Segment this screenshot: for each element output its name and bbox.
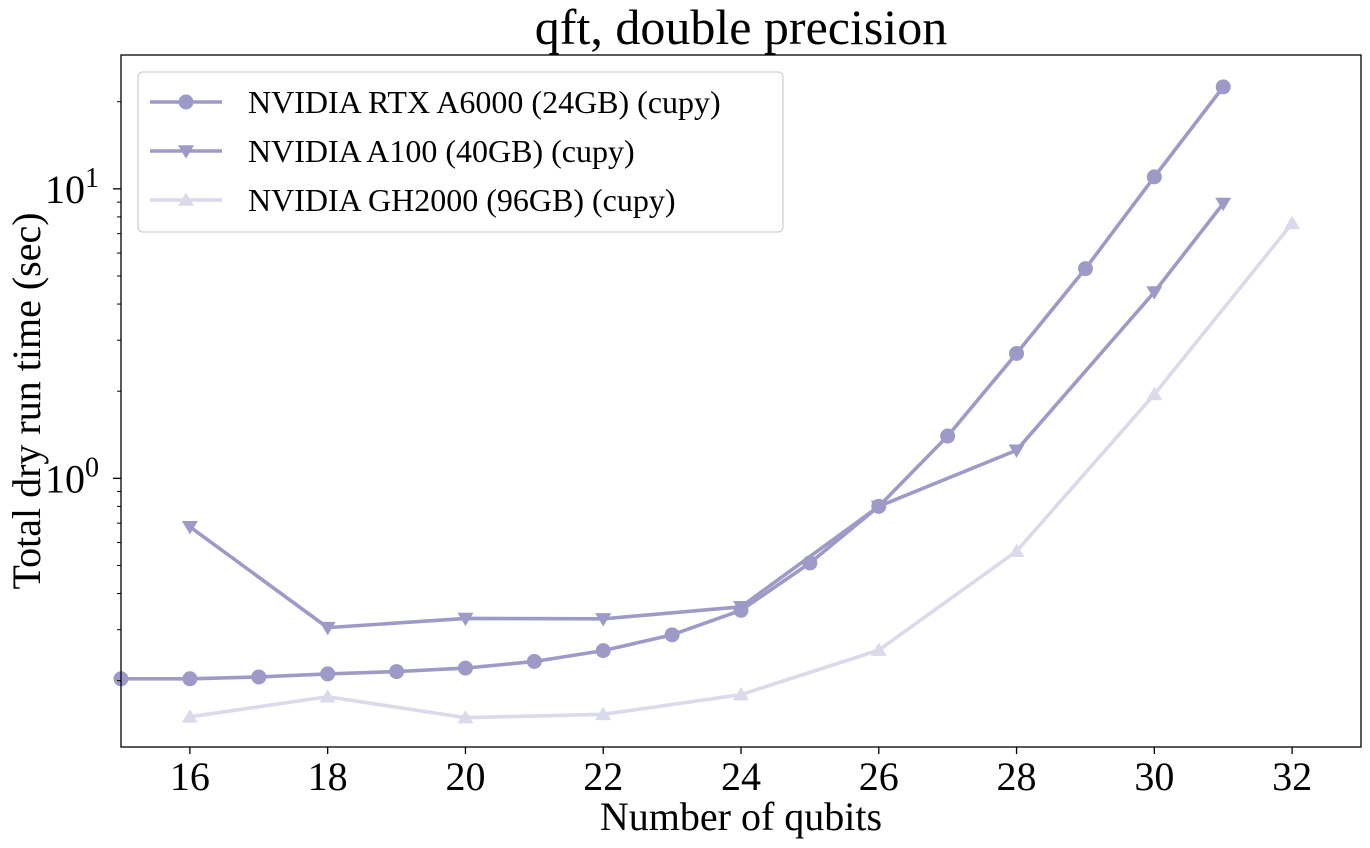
x-tick-label: 20 <box>445 754 485 799</box>
data-point <box>1215 197 1232 212</box>
data-point <box>871 498 887 514</box>
x-tick-label: 16 <box>170 754 210 799</box>
x-tick-label: 18 <box>308 754 348 799</box>
data-point <box>181 521 198 535</box>
data-point <box>1146 386 1163 401</box>
series-3 <box>181 215 1301 724</box>
series-markers-3 <box>181 215 1301 724</box>
x-tick-label: 22 <box>583 754 623 799</box>
series-1 <box>113 79 1231 687</box>
y-axis: 100 101 <box>45 101 121 682</box>
data-point <box>1146 286 1163 300</box>
legend-label: NVIDIA GH2000 (96GB) (cupy) <box>248 182 675 218</box>
data-point <box>1008 543 1025 557</box>
y-tick-label: 100 <box>45 452 99 501</box>
data-point <box>595 643 611 659</box>
legend: NVIDIA RTX A6000 (24GB) (cupy) NVIDIA A10… <box>137 71 784 233</box>
data-point <box>733 602 749 618</box>
x-tick-label: 32 <box>1272 754 1312 799</box>
plot-area <box>113 79 1301 724</box>
data-point <box>320 666 336 682</box>
x-axis: 16 18 20 22 24 26 28 30 32 <box>170 747 1312 799</box>
data-point <box>526 653 542 669</box>
data-point <box>181 709 198 723</box>
data-point <box>595 706 612 721</box>
x-axis-label: Number of qubits <box>600 794 882 839</box>
x-tick-label: 26 <box>859 754 899 799</box>
data-point <box>457 612 474 627</box>
legend-item-2: NVIDIA A100 (40GB) (cupy) <box>150 133 635 169</box>
data-point <box>1077 261 1093 277</box>
data-point <box>595 613 612 627</box>
data-point <box>1215 79 1231 95</box>
y-axis-label: Total dry run time (sec) <box>4 212 49 589</box>
data-point <box>389 664 405 680</box>
legend-marker <box>178 145 194 159</box>
legend-marker <box>178 94 194 110</box>
x-tick-label: 30 <box>1134 754 1174 799</box>
data-point <box>1008 444 1025 458</box>
y-tick-label: 101 <box>45 163 99 212</box>
legend-label: NVIDIA RTX A6000 (24GB) (cupy) <box>248 84 721 120</box>
data-point <box>1284 215 1301 230</box>
data-point <box>664 627 680 643</box>
data-point <box>457 710 474 724</box>
x-tick-label: 24 <box>721 754 761 799</box>
x-tick-label: 28 <box>997 754 1037 799</box>
legend-label: NVIDIA A100 (40GB) (cupy) <box>248 133 635 169</box>
data-point <box>319 621 336 636</box>
legend-item-3: NVIDIA GH2000 (96GB) (cupy) <box>150 182 675 218</box>
legend-box <box>137 71 784 233</box>
data-point <box>940 428 956 444</box>
data-point <box>1009 345 1025 361</box>
data-point <box>319 689 336 703</box>
data-point <box>802 555 818 571</box>
legend-marker <box>178 192 194 206</box>
data-point <box>457 660 473 676</box>
legend-item-1: NVIDIA RTX A6000 (24GB) (cupy) <box>150 84 721 120</box>
data-point <box>733 687 749 701</box>
data-point <box>1146 169 1162 185</box>
series-markers-1 <box>113 79 1231 687</box>
data-point <box>251 669 267 685</box>
data-point <box>182 671 198 687</box>
chart-title: qft, double precision <box>535 0 947 55</box>
data-point <box>870 642 887 656</box>
